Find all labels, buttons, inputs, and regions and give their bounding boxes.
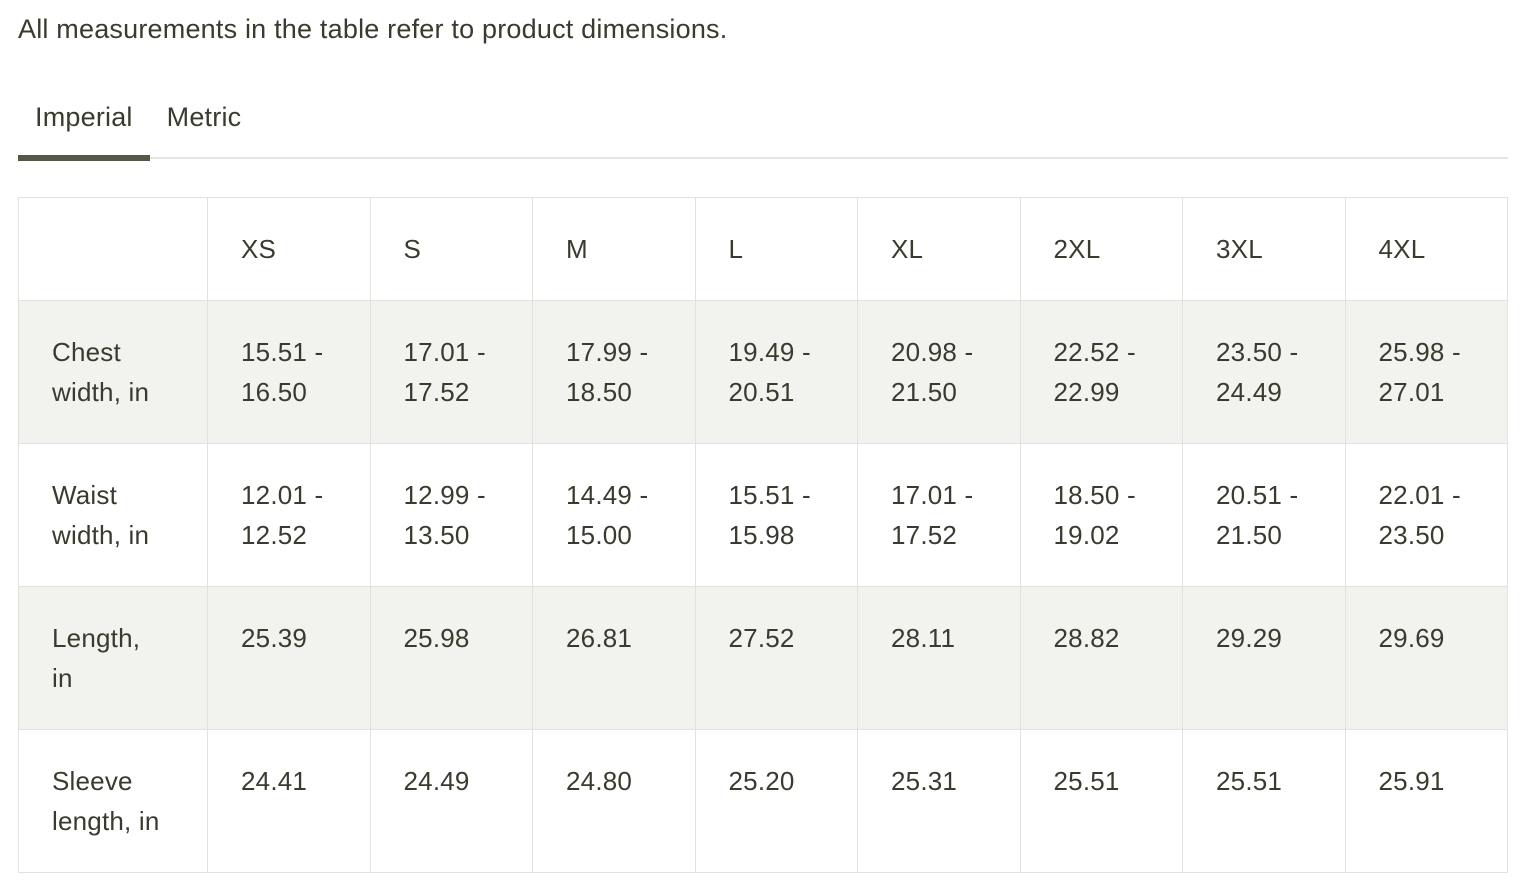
row-label: Sleeve length, in — [18, 729, 208, 873]
table-cell: 20.98 - 21.50 — [857, 300, 1021, 444]
row-label: Chest width, in — [18, 300, 208, 444]
table-row-length: Length, in 25.39 25.98 26.81 27.52 28.11… — [18, 586, 1508, 730]
table-cell: 22.52 - 22.99 — [1019, 300, 1183, 444]
table-cell: 29.29 — [1182, 586, 1346, 730]
table-cell: 20.51 - 21.50 — [1182, 443, 1346, 587]
measurements-note: All measurements in the table refer to p… — [18, 14, 728, 44]
table-cell: 17.99 - 18.50 — [532, 300, 696, 444]
table-cell: 25.98 — [369, 586, 533, 730]
table-cell: 12.99 - 13.50 — [369, 443, 533, 587]
table-cell: 25.51 — [1019, 729, 1183, 873]
corner-cell — [18, 197, 208, 301]
table-row-chest-width: Chest width, in 15.51 - 16.50 17.01 - 17… — [18, 300, 1508, 444]
table-cell: 23.50 - 24.49 — [1182, 300, 1346, 444]
row-label: Length, in — [18, 586, 208, 730]
table-cell: 24.49 — [369, 729, 533, 873]
column-header-4xl: 4XL — [1344, 197, 1508, 301]
table-cell: 24.80 — [532, 729, 696, 873]
table-cell: 25.20 — [694, 729, 858, 873]
size-chart-table: XS S M L XL 2XL 3XL 4XL Chest width, in … — [18, 197, 1508, 873]
column-header-s: S — [369, 197, 533, 301]
units-tab-bar: Imperial Metric — [18, 102, 1508, 161]
table-cell: 12.01 - 12.52 — [207, 443, 371, 587]
column-header-m: M — [532, 197, 696, 301]
table-cell: 25.51 — [1182, 729, 1346, 873]
tab-metric[interactable]: Metric — [166, 102, 242, 132]
table-cell: 17.01 - 17.52 — [857, 443, 1021, 587]
table-row-waist-width: Waist width, in 12.01 - 12.52 12.99 - 13… — [18, 443, 1508, 587]
table-cell: 17.01 - 17.52 — [369, 300, 533, 444]
table-cell: 28.11 — [857, 586, 1021, 730]
table-cell: 29.69 — [1344, 586, 1508, 730]
table-cell: 18.50 - 19.02 — [1019, 443, 1183, 587]
column-header-2xl: 2XL — [1019, 197, 1183, 301]
table-cell: 27.52 — [694, 586, 858, 730]
table-cell: 15.51 - 15.98 — [694, 443, 858, 587]
table-cell: 25.91 — [1344, 729, 1508, 873]
tab-imperial[interactable]: Imperial — [18, 102, 150, 161]
table-cell: 25.39 — [207, 586, 371, 730]
table-cell: 24.41 — [207, 729, 371, 873]
column-header-xs: XS — [207, 197, 371, 301]
column-header-l: L — [694, 197, 858, 301]
column-header-xl: XL — [857, 197, 1021, 301]
table-cell: 25.31 — [857, 729, 1021, 873]
table-cell: 14.49 - 15.00 — [532, 443, 696, 587]
table-cell: 28.82 — [1019, 586, 1183, 730]
table-row-sleeve-length: Sleeve length, in 24.41 24.49 24.80 25.2… — [18, 729, 1508, 873]
header-row: XS S M L XL 2XL 3XL 4XL — [18, 197, 1508, 301]
table-cell: 15.51 - 16.50 — [207, 300, 371, 444]
table-cell: 26.81 — [532, 586, 696, 730]
table-cell: 22.01 - 23.50 — [1344, 443, 1508, 587]
table-cell: 19.49 - 20.51 — [694, 300, 858, 444]
column-header-3xl: 3XL — [1182, 197, 1346, 301]
table-cell: 25.98 - 27.01 — [1344, 300, 1508, 444]
row-label: Waist width, in — [18, 443, 208, 587]
